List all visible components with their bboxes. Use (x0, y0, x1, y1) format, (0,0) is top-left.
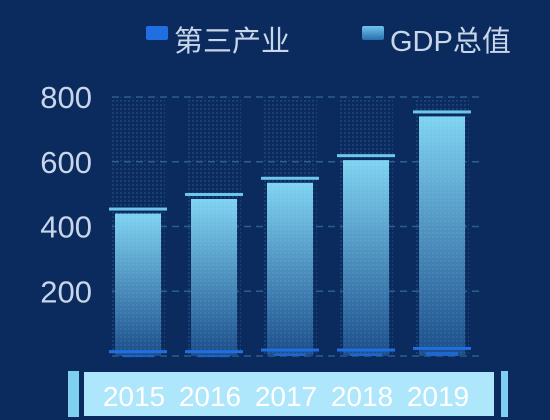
gdp-bar-cap (109, 207, 167, 211)
gdp-bar-cap (337, 154, 395, 158)
gdp-bar-cap (413, 110, 471, 114)
tertiary-bar (198, 355, 230, 358)
x-tick-label: 2017 (255, 381, 317, 412)
tertiary-bar (274, 353, 306, 356)
gdp-bar-cap (185, 192, 243, 196)
tertiary-bar (122, 355, 154, 358)
legend-label-gdp: GDP总值 (390, 25, 511, 58)
x-axis-band-right-edge (501, 371, 508, 417)
y-tick-label: 800 (40, 80, 92, 115)
legend: 第三产业 GDP总值 (146, 25, 511, 58)
y-axis-ticks: 200 400 600 800 (40, 80, 92, 309)
tertiary-bar (350, 353, 382, 356)
legend-swatch-gdp (362, 26, 384, 40)
gdp-bar-texture (343, 160, 389, 356)
y-tick-label: 600 (40, 145, 92, 180)
tertiary-bar-cap (185, 350, 243, 354)
x-axis-band: 2015 2016 2017 2018 2019 (68, 371, 508, 417)
bar-series (109, 110, 471, 358)
x-tick-label: 2018 (331, 381, 393, 412)
tertiary-bar-cap (413, 346, 471, 350)
x-axis-band-left-edge (68, 371, 79, 417)
gdp-bar-cap (261, 176, 319, 180)
y-tick-label: 400 (40, 210, 92, 245)
tertiary-bar (426, 351, 458, 356)
y-tick-label: 200 (40, 274, 92, 309)
gdp-bar-texture (115, 213, 161, 356)
tertiary-bar-cap (337, 348, 395, 352)
tertiary-bar-cap (109, 350, 167, 354)
x-axis-labels: 2015 2016 2017 2018 2019 (103, 381, 469, 412)
x-tick-label: 2016 (179, 381, 241, 412)
legend-swatch-tertiary (146, 26, 168, 40)
gdp-bar-texture (191, 198, 237, 356)
legend-label-tertiary: 第三产业 (174, 25, 290, 58)
gdp-bar-texture (419, 116, 465, 356)
x-axis-band-fill (84, 372, 494, 416)
x-tick-label: 2015 (103, 381, 165, 412)
x-tick-label: 2019 (407, 381, 469, 412)
gdp-bar-texture (267, 182, 313, 356)
tertiary-bar-cap (261, 348, 319, 352)
